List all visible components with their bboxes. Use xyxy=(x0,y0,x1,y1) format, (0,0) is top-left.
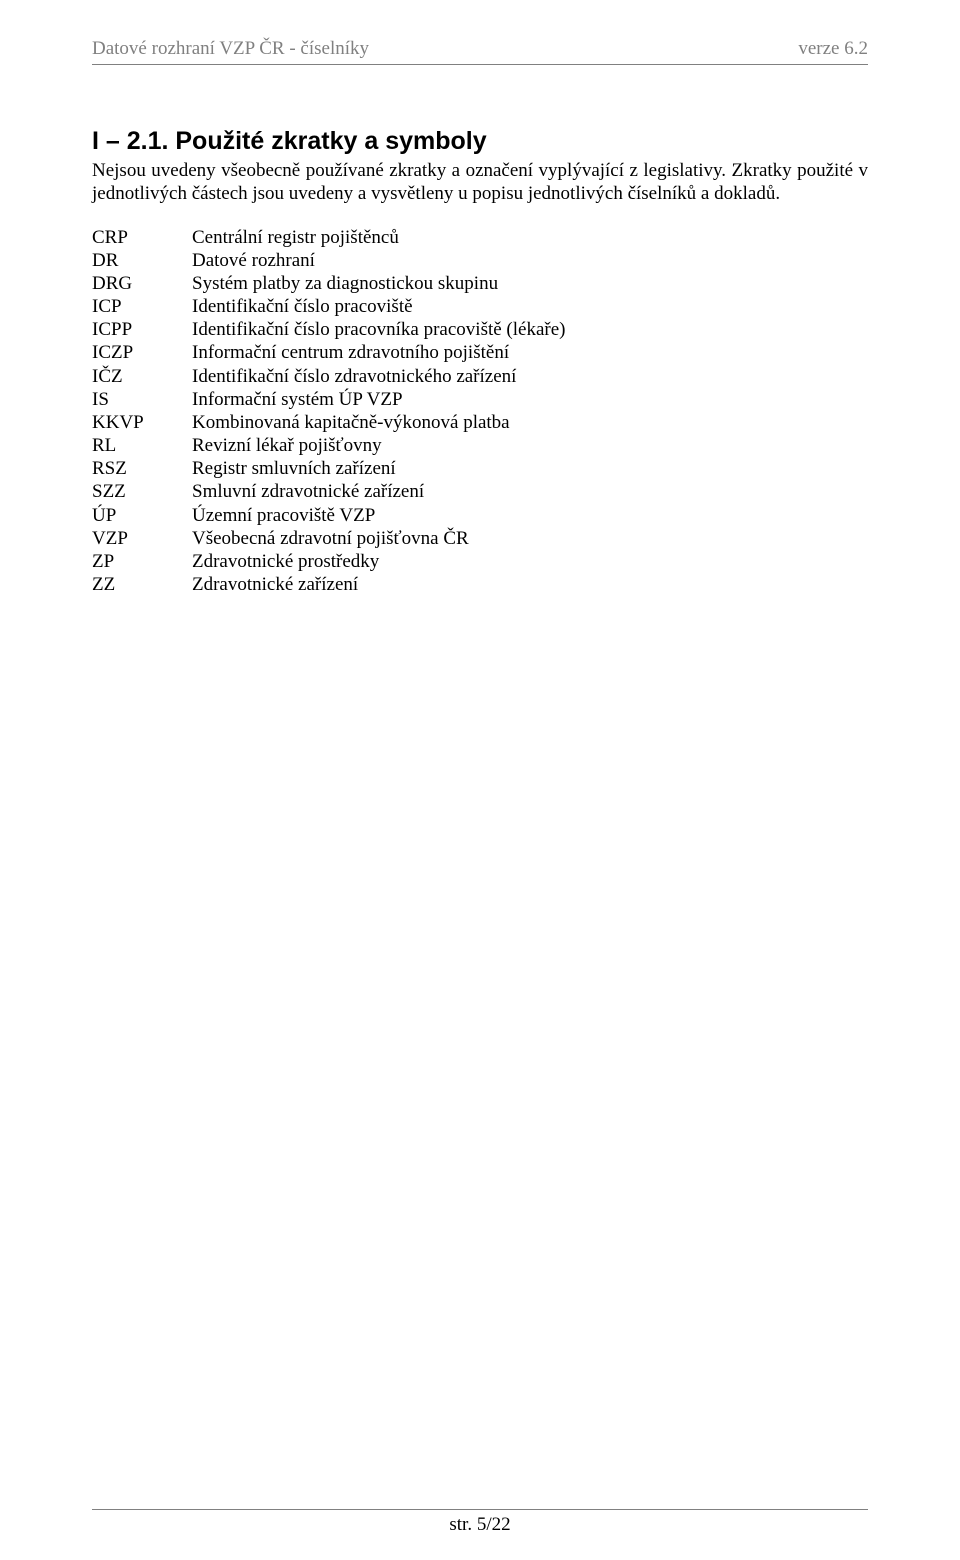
table-row: ISInformační systém ÚP VZP xyxy=(92,388,566,411)
abbrev-key: KKVP xyxy=(92,411,192,434)
abbrev-key: ÚP xyxy=(92,504,192,527)
abbrev-value: Informační centrum zdravotního pojištění xyxy=(192,341,566,364)
section-title: I – 2.1. Použité zkratky a symboly xyxy=(92,127,868,156)
abbrev-key: IS xyxy=(92,388,192,411)
abbrev-value: Zdravotnické zařízení xyxy=(192,573,566,596)
header-left: Datové rozhraní VZP ČR - číselníky xyxy=(92,38,369,60)
document-page: Datové rozhraní VZP ČR - číselníky verze… xyxy=(0,0,960,1560)
table-row: RSZRegistr smluvních zařízení xyxy=(92,457,566,480)
abbrev-key: IČZ xyxy=(92,365,192,388)
page-footer: str. 5/22 xyxy=(0,1509,960,1536)
abbrev-value: Identifikační číslo pracovníka pracovišt… xyxy=(192,318,566,341)
table-row: ICPIdentifikační číslo pracoviště xyxy=(92,295,566,318)
page-header: Datové rozhraní VZP ČR - číselníky verze… xyxy=(92,38,868,65)
abbrev-key: DRG xyxy=(92,272,192,295)
table-row: SZZSmluvní zdravotnické zařízení xyxy=(92,480,566,503)
footer-rule xyxy=(92,1509,868,1510)
page-number: str. 5/22 xyxy=(449,1514,510,1535)
abbrev-key: ICPP xyxy=(92,318,192,341)
abbrev-value: Územní pracoviště VZP xyxy=(192,504,566,527)
abbrev-value: Všeobecná zdravotní pojišťovna ČR xyxy=(192,527,566,550)
abbrev-value: Zdravotnické prostředky xyxy=(192,550,566,573)
table-row: KKVPKombinovaná kapitačně-výkonová platb… xyxy=(92,411,566,434)
header-right: verze 6.2 xyxy=(798,38,868,60)
table-row: ZZZdravotnické zařízení xyxy=(92,573,566,596)
section-intro: Nejsou uvedeny všeobecně používané zkrat… xyxy=(92,160,868,206)
table-row: ICPPIdentifikační číslo pracovníka praco… xyxy=(92,318,566,341)
table-row: ICZPInformační centrum zdravotního pojiš… xyxy=(92,341,566,364)
abbrev-key: SZZ xyxy=(92,480,192,503)
table-row: CRPCentrální registr pojištěnců xyxy=(92,226,566,249)
abbrev-key: ZZ xyxy=(92,573,192,596)
table-row: ÚPÚzemní pracoviště VZP xyxy=(92,504,566,527)
abbrev-key: RL xyxy=(92,434,192,457)
abbrev-value: Registr smluvních zařízení xyxy=(192,457,566,480)
abbrev-key: RSZ xyxy=(92,457,192,480)
abbrev-value: Informační systém ÚP VZP xyxy=(192,388,566,411)
abbrev-key: DR xyxy=(92,249,192,272)
abbrev-value: Smluvní zdravotnické zařízení xyxy=(192,480,566,503)
abbrev-value: Identifikační číslo zdravotnického zaříz… xyxy=(192,365,566,388)
abbrev-key: ZP xyxy=(92,550,192,573)
abbrev-value: Revizní lékař pojišťovny xyxy=(192,434,566,457)
abbrev-value: Systém platby za diagnostickou skupinu xyxy=(192,272,566,295)
abbrev-key: ICP xyxy=(92,295,192,318)
abbrev-value: Datové rozhraní xyxy=(192,249,566,272)
table-row: ZPZdravotnické prostředky xyxy=(92,550,566,573)
table-row: VZPVšeobecná zdravotní pojišťovna ČR xyxy=(92,527,566,550)
abbrev-value: Kombinovaná kapitačně-výkonová platba xyxy=(192,411,566,434)
abbrev-key: ICZP xyxy=(92,341,192,364)
table-row: DRGSystém platby za diagnostickou skupin… xyxy=(92,272,566,295)
abbrev-value: Centrální registr pojištěnců xyxy=(192,226,566,249)
table-row: IČZIdentifikační číslo zdravotnického za… xyxy=(92,365,566,388)
abbrev-key: VZP xyxy=(92,527,192,550)
table-row: RLRevizní lékař pojišťovny xyxy=(92,434,566,457)
abbrev-key: CRP xyxy=(92,226,192,249)
abbreviations-table: CRPCentrální registr pojištěncůDRDatové … xyxy=(92,226,566,597)
abbrev-value: Identifikační číslo pracoviště xyxy=(192,295,566,318)
table-row: DRDatové rozhraní xyxy=(92,249,566,272)
